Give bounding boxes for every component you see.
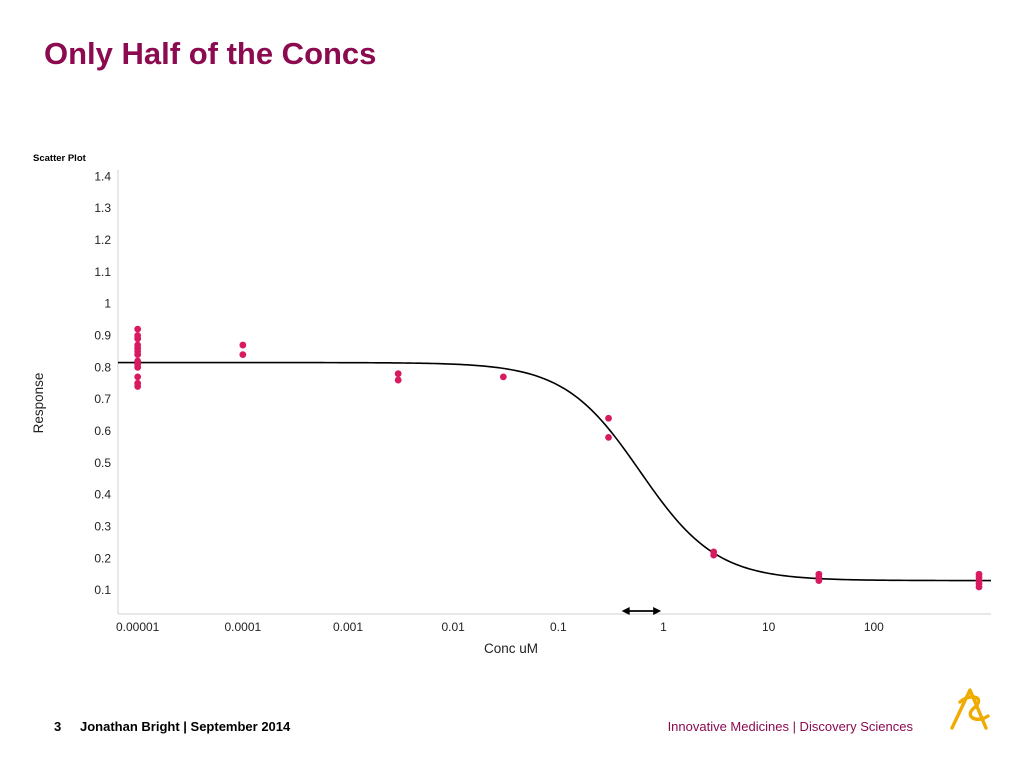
x-tick-label: 0.001 <box>333 620 363 634</box>
x-tick-label: 100 <box>864 620 884 634</box>
y-tick-label: 0.3 <box>94 519 111 533</box>
footer-author-date: Jonathan Bright | September 2014 <box>80 719 291 734</box>
y-tick-label: 0.5 <box>94 456 111 470</box>
arrow-head-right <box>653 607 662 615</box>
data-point <box>239 351 247 359</box>
fit-curve <box>118 361 991 582</box>
y-axis-label: Response <box>31 373 46 434</box>
data-point <box>134 363 142 371</box>
y-tick-label: 0.4 <box>94 488 111 502</box>
x-tick-label: 1 <box>660 620 667 634</box>
y-tick-label: 1 <box>104 297 111 311</box>
y-tick-label: 1.1 <box>94 265 111 279</box>
data-point <box>239 341 247 349</box>
data-point <box>134 351 142 359</box>
x-tick-label: 10 <box>762 620 776 634</box>
arrow-head-left <box>621 607 630 615</box>
data-point <box>394 376 402 384</box>
data-point <box>134 383 142 390</box>
y-tick-label: 1.3 <box>94 201 111 215</box>
page-number: 3 <box>54 719 62 734</box>
y-tick-label: 0.8 <box>94 360 111 374</box>
company-logo-icon <box>950 688 990 730</box>
slide-title: Only Half of the Concs <box>44 36 377 71</box>
x-tick-label: 0.00001 <box>116 620 160 634</box>
y-tick-label: 0.2 <box>94 551 111 565</box>
data-point <box>605 433 612 441</box>
y-tick-label: 1.2 <box>94 233 111 247</box>
data-point <box>975 583 983 591</box>
y-tick-label: 0.1 <box>94 583 111 597</box>
chart-title: Scatter Plot <box>33 153 87 164</box>
data-point <box>394 370 402 378</box>
x-tick-label: 0.01 <box>441 620 465 634</box>
y-tick-label: 0.6 <box>94 424 111 438</box>
y-tick-label: 0.9 <box>94 329 111 343</box>
data-point <box>134 373 142 381</box>
x-tick-label: 0.0001 <box>224 620 261 634</box>
footer-department: Innovative Medicines | Discovery Science… <box>667 719 913 734</box>
x-tick-label: 0.1 <box>550 620 567 634</box>
data-point <box>134 325 142 333</box>
y-tick-label: 1.4 <box>94 169 111 183</box>
data-point <box>710 551 718 559</box>
data-point <box>134 335 142 343</box>
data-point <box>815 577 823 584</box>
x-axis-label: Conc uM <box>484 641 538 656</box>
data-point <box>499 373 507 381</box>
data-point <box>605 414 612 422</box>
y-tick-label: 0.7 <box>94 392 111 406</box>
